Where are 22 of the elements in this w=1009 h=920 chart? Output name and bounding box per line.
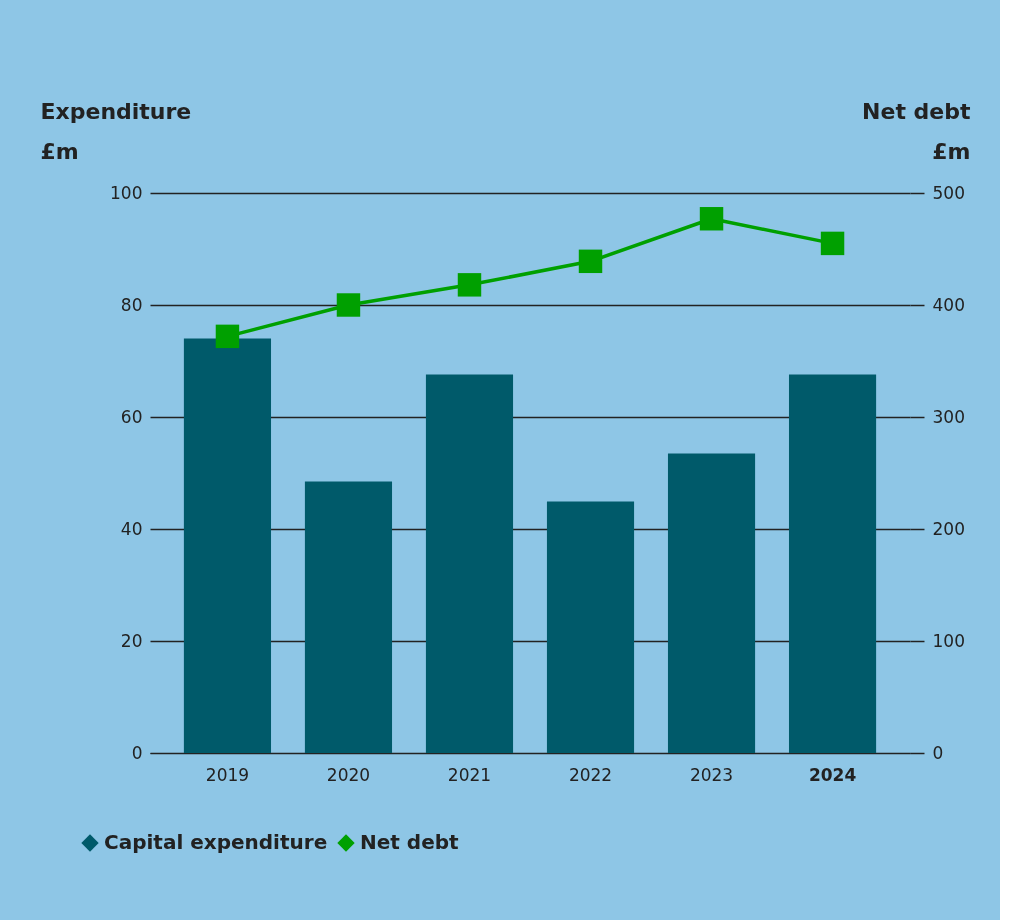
- y2-tick-label: 0: [932, 742, 944, 763]
- y-tick-label: 20: [120, 630, 143, 651]
- legend-label: Capital expenditure: [104, 830, 328, 854]
- y-tick-label: 60: [120, 406, 143, 427]
- x-tick-label: 2024: [808, 764, 857, 785]
- y-tick-label: 100: [110, 182, 143, 203]
- x-tick-label: 2022: [568, 764, 613, 785]
- x-tick-label: 2020: [326, 764, 371, 785]
- y2-axis-title: Net debt £m: [862, 98, 971, 164]
- y-tick-label: 0: [131, 742, 143, 763]
- y-tick-label: 40: [120, 518, 143, 539]
- x-tick-label: 2019: [205, 764, 250, 785]
- y2-tick-label: 200: [932, 518, 965, 539]
- y-axis-title: Expenditure £m: [40, 98, 192, 164]
- y2-tick-label: 300: [932, 406, 965, 427]
- y2-tick-label: 100: [932, 630, 965, 651]
- x-tick-label: 2021: [447, 764, 492, 785]
- x-tick-label: 2023: [689, 764, 734, 785]
- y2-tick-label: 500: [932, 182, 965, 203]
- y2-tick-label: 400: [932, 294, 965, 315]
- legend-label: Net debt: [360, 830, 460, 854]
- y-tick-label: 80: [120, 294, 143, 315]
